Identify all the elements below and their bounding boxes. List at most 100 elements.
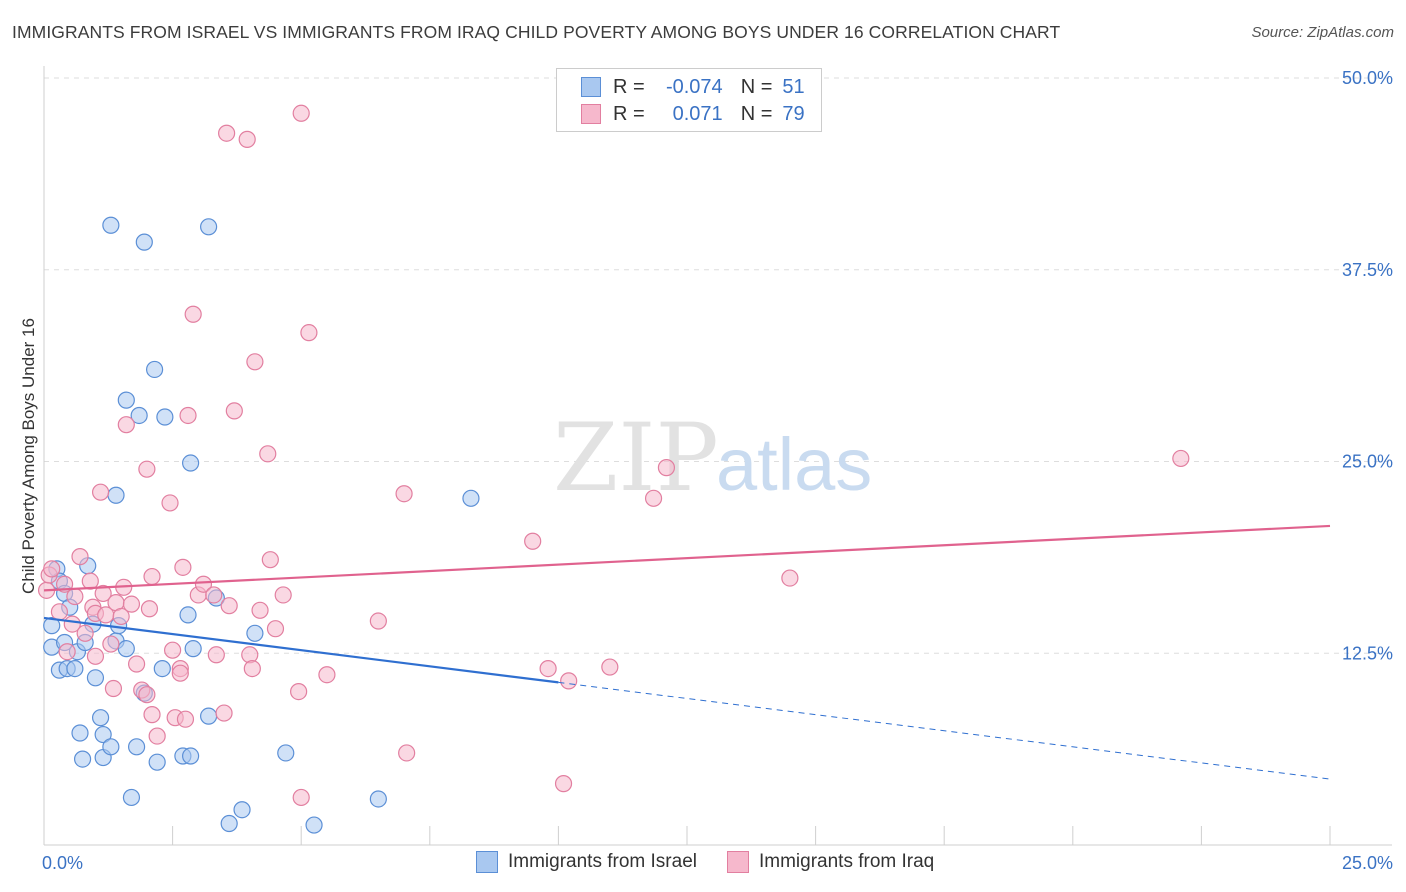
iraq-point [117, 416, 135, 434]
iraq-point [290, 682, 308, 701]
legend-r-value-iraq: 0.071 [672, 102, 723, 125]
series-label-iraq: Immigrants from Iraq [758, 851, 935, 872]
iraq-point [225, 402, 243, 420]
y-tick-labels: 12.5% 25.0% 37.5% 50.0% [1342, 68, 1393, 663]
stats-legend: R = -0.074 N = 51 R = 0.071 N = 79 [556, 68, 822, 132]
legend-r-label-iraq: R = [613, 102, 645, 125]
israel-point [102, 738, 120, 756]
series-legend-israel[interactable]: Immigrants from Israel [476, 851, 697, 873]
watermark-atlas: atlas [716, 423, 872, 506]
series-legend-iraq[interactable]: Immigrants from Iraq [726, 851, 935, 873]
israel-point [117, 640, 135, 658]
axes [43, 66, 1392, 846]
israel-point [462, 489, 480, 507]
iraq-point [86, 647, 105, 665]
series-israel-points [43, 216, 480, 834]
trend-line-iraq [43, 524, 1331, 592]
israel-point [107, 486, 125, 504]
iraq-point [318, 666, 336, 684]
israel-point [200, 707, 218, 725]
series-swatch-iraq [726, 851, 749, 873]
israel-point [130, 406, 148, 425]
legend-n-label-iraq: N = [740, 102, 773, 125]
israel-point [184, 640, 202, 658]
israel-point [145, 360, 164, 379]
israel-point [43, 617, 61, 635]
iraq-point [174, 558, 192, 576]
legend-n-value-iraq: 79 [782, 102, 805, 125]
israel-point [200, 218, 218, 236]
iraq-point [161, 494, 179, 512]
iraq-point [259, 445, 277, 463]
trend-line-israel [43, 616, 559, 684]
legend-swatch-israel [581, 77, 601, 97]
watermark-zip: ZIP [553, 404, 719, 513]
israel-point [71, 724, 89, 742]
iraq-point [292, 104, 310, 122]
iraq-point [91, 483, 110, 501]
iraq-point [1172, 449, 1190, 468]
israel-point [135, 233, 153, 251]
iraq-point [539, 659, 557, 678]
y-tick-label: 25.0% [1342, 452, 1393, 472]
legend-row-iraq: R = 0.071 N = 79 [581, 101, 805, 127]
iraq-point [122, 595, 141, 613]
iraq-point [148, 727, 166, 745]
iraq-point [112, 607, 130, 626]
israel-point [117, 391, 135, 409]
iraq-point [218, 124, 236, 142]
iraq-point [554, 775, 573, 793]
legend-row-israel: R = -0.074 N = 51 [581, 74, 805, 100]
iraq-point [292, 788, 310, 807]
israel-point [277, 744, 295, 762]
israel-point [66, 659, 84, 678]
iraq-point [171, 664, 189, 682]
israel-point [179, 606, 197, 624]
legend-r-label-israel: R = [613, 75, 645, 98]
iraq-point [102, 635, 120, 653]
iraq-point [50, 603, 69, 621]
iraq-point [238, 130, 256, 148]
grid-lines [44, 77, 1392, 654]
iraq-point [143, 567, 161, 586]
iraq-point [274, 586, 292, 604]
iraq-point [140, 600, 159, 618]
iraq-point [395, 485, 413, 503]
israel-point [102, 216, 120, 234]
iraq-point [179, 406, 197, 425]
iraq-point [261, 551, 279, 569]
series-label-israel: Immigrants from Israel [508, 851, 697, 872]
series-legend: Immigrants from Israel Immigrants from I… [476, 851, 964, 873]
iraq-point [143, 706, 161, 724]
iraq-point [104, 679, 123, 698]
x-tick-label: 0.0% [42, 853, 83, 873]
iraq-point [127, 655, 146, 673]
iraq-point [194, 575, 213, 593]
iraq-point [71, 548, 89, 566]
iraq-point [251, 601, 269, 619]
israel-point [369, 790, 387, 808]
iraq-point [184, 305, 202, 323]
source-credit: Source: ZipAtlas.com [1251, 24, 1394, 41]
israel-point [153, 659, 171, 678]
trend-line-israel-extrapolated [558, 681, 1331, 780]
iraq-point [207, 646, 225, 664]
iraq-point [138, 686, 156, 704]
iraq-point [398, 744, 416, 762]
israel-point [73, 750, 92, 768]
iraq-point [243, 659, 261, 678]
israel-point [86, 669, 105, 687]
series-iraq-points [37, 104, 1190, 807]
iraq-point [266, 620, 285, 638]
x-tick-labels: 0.0% 25.0% [42, 853, 1393, 873]
iraq-point [176, 710, 195, 728]
israel-point [156, 408, 174, 426]
israel-point [91, 709, 110, 727]
iraq-point [781, 569, 799, 587]
iraq-point [246, 353, 264, 371]
iraq-point [58, 643, 76, 661]
iraq-point [81, 572, 99, 590]
iraq-point [601, 658, 619, 676]
iraq-point [76, 624, 94, 642]
